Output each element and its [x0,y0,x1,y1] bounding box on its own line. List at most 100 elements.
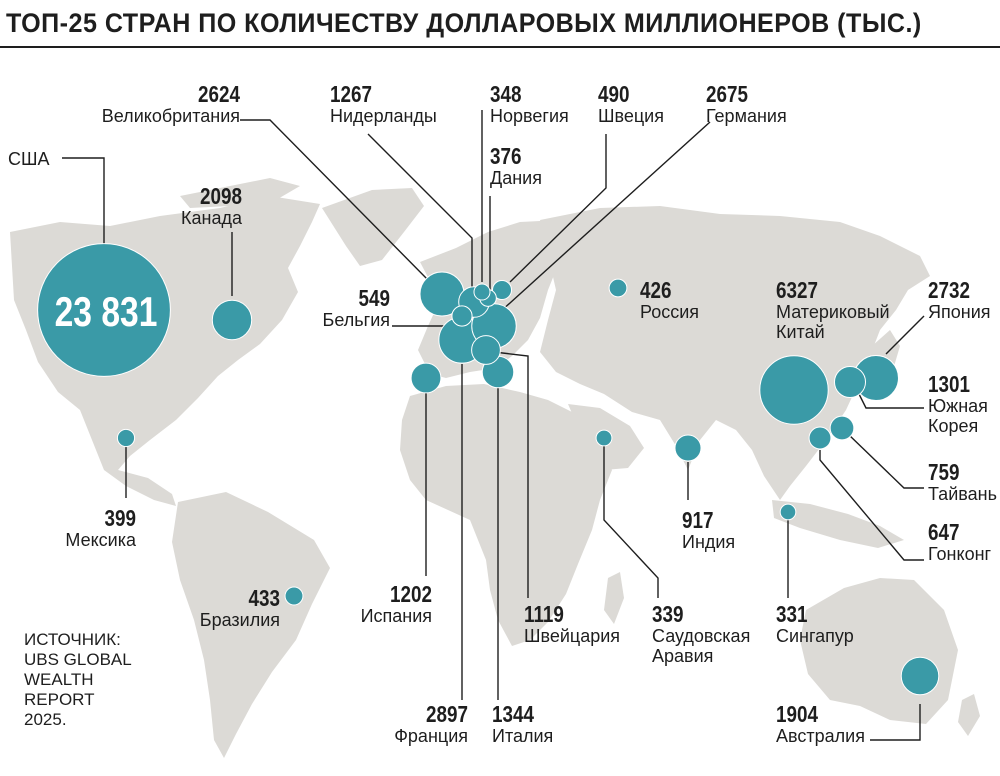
source-line-5: 2025. [24,710,67,729]
denmark-value: 376 [490,143,522,169]
bubble-spain [410,362,442,394]
label-norway: 348 Норвегия [490,81,569,127]
label-singapore: 331 Сингапур [776,601,854,647]
label-uk: 2624 Великобритания [92,81,240,127]
hongkong-name: Гонконг [928,544,992,565]
bubble-taiwan [829,415,855,441]
africa-landmass [400,384,612,646]
bubble-hongkong [808,426,832,450]
label-hong-kong: 647 Гонконг [928,519,992,565]
label-spain: 1202 Испания [354,581,432,627]
label-canada: 2098 Канада [174,183,242,229]
bubble-brazil [284,586,304,606]
norway-name: Норвегия [490,106,569,127]
china-value: 6327 [776,277,818,303]
arctic-islands-landmass [180,178,300,208]
bubble-china [759,355,829,425]
label-russia: 426 Россия [640,277,700,323]
leader-uk [240,119,431,283]
source-line-2: UBS GLOBAL [24,650,132,669]
leader-hongkong [819,450,924,561]
saudi-name-line2: Аравия [652,646,714,667]
australia-value: 1904 [776,701,818,727]
leader-taiwan [847,433,924,489]
source-note: ИСТОЧНИК: UBS GLOBAL WEALTH REPORT 2025. [24,630,132,730]
saudi-value: 339 [652,601,684,627]
singapore-value: 331 [776,601,808,627]
label-saudi-arabia: 339 Саудовская Аравия [652,601,751,667]
label-france: 2897 Франция [386,701,468,747]
label-sweden: 490 Швеция [598,81,664,127]
switzerland-name: Швейцария [524,626,621,647]
label-netherlands: 1267 Нидерланды [330,81,437,127]
belgium-value: 549 [358,285,390,311]
usa-name: США [8,149,50,169]
netherlands-name: Нидерланды [330,106,437,127]
russia-value: 426 [640,277,672,303]
madagascar-landmass [604,572,624,624]
germany-value: 2675 [706,81,748,107]
australia-name: Австралия [776,726,865,747]
title-rule [0,46,1000,48]
india-value: 917 [682,507,714,533]
switzerland-value: 1119 [524,601,564,627]
land-masses [10,178,980,758]
leader-saudi [603,444,659,598]
bubble-switzerland [471,335,501,365]
mexico-value: 399 [104,505,136,531]
uk-name: Великобритания [101,106,240,127]
label-switzerland: 1119 Швейцария [524,601,621,647]
bubble-usa [37,243,171,377]
bubble-belgium [451,305,473,327]
italy-value: 1344 [492,701,534,727]
norway-value: 348 [490,81,522,107]
label-india: 917 Индия [682,507,736,553]
japan-name: Япония [928,302,991,323]
korea-name-line2: Корея [928,416,979,437]
sweden-value: 490 [598,81,630,107]
spain-name: Испания [360,606,432,627]
brazil-value: 433 [248,585,280,611]
japan-value: 2732 [928,277,970,303]
mexico-name: Мексика [65,530,136,551]
canada-value: 2098 [200,183,242,209]
usa-value: 23 831 [54,288,158,335]
leader-germany [499,121,711,313]
russia-name: Россия [640,302,700,323]
leader-switzerland [493,351,529,598]
source-line-4: REPORT [24,690,95,709]
label-south-korea: 1301 Южная Корея [928,371,988,437]
bubble-australia [900,656,940,696]
source-line-3: WEALTH [24,670,94,689]
sweden-name: Швеция [598,106,664,127]
leader-sweden [509,134,607,283]
france-value: 2897 [426,701,468,727]
bubble-mexico [116,428,136,448]
label-australia: 1904 Австралия [776,701,865,747]
bubble-norway [473,283,491,301]
leader-korea [857,391,924,409]
bubble-india [674,434,702,462]
leader-japan [885,315,925,355]
page-title: ТОП-25 СТРАН ПО КОЛИЧЕСТВУ ДОЛЛАРОВЫХ МИ… [6,8,922,38]
bubble-saudi [595,429,613,447]
denmark-name: Дания [490,168,542,189]
bubble-sweden [491,279,513,301]
spain-value: 1202 [390,581,432,607]
saudi-name-line1: Саудовская [652,626,751,647]
germany-name: Германия [706,106,787,127]
new-zealand-landmass [958,694,980,736]
southeast-asia-islands-landmass [772,500,904,548]
uk-value: 2624 [198,81,240,107]
india-name: Индия [682,532,736,553]
country-bubbles [37,243,940,696]
korea-value: 1301 [928,371,970,397]
south-america-landmass [172,492,330,758]
taiwan-name: Тайвань [928,484,997,505]
france-name: Франция [394,726,468,747]
netherlands-value: 1267 [330,81,372,107]
bubble-russia [608,278,628,298]
canada-name: Канада [181,208,242,229]
china-name-line2: Китай [776,322,825,343]
